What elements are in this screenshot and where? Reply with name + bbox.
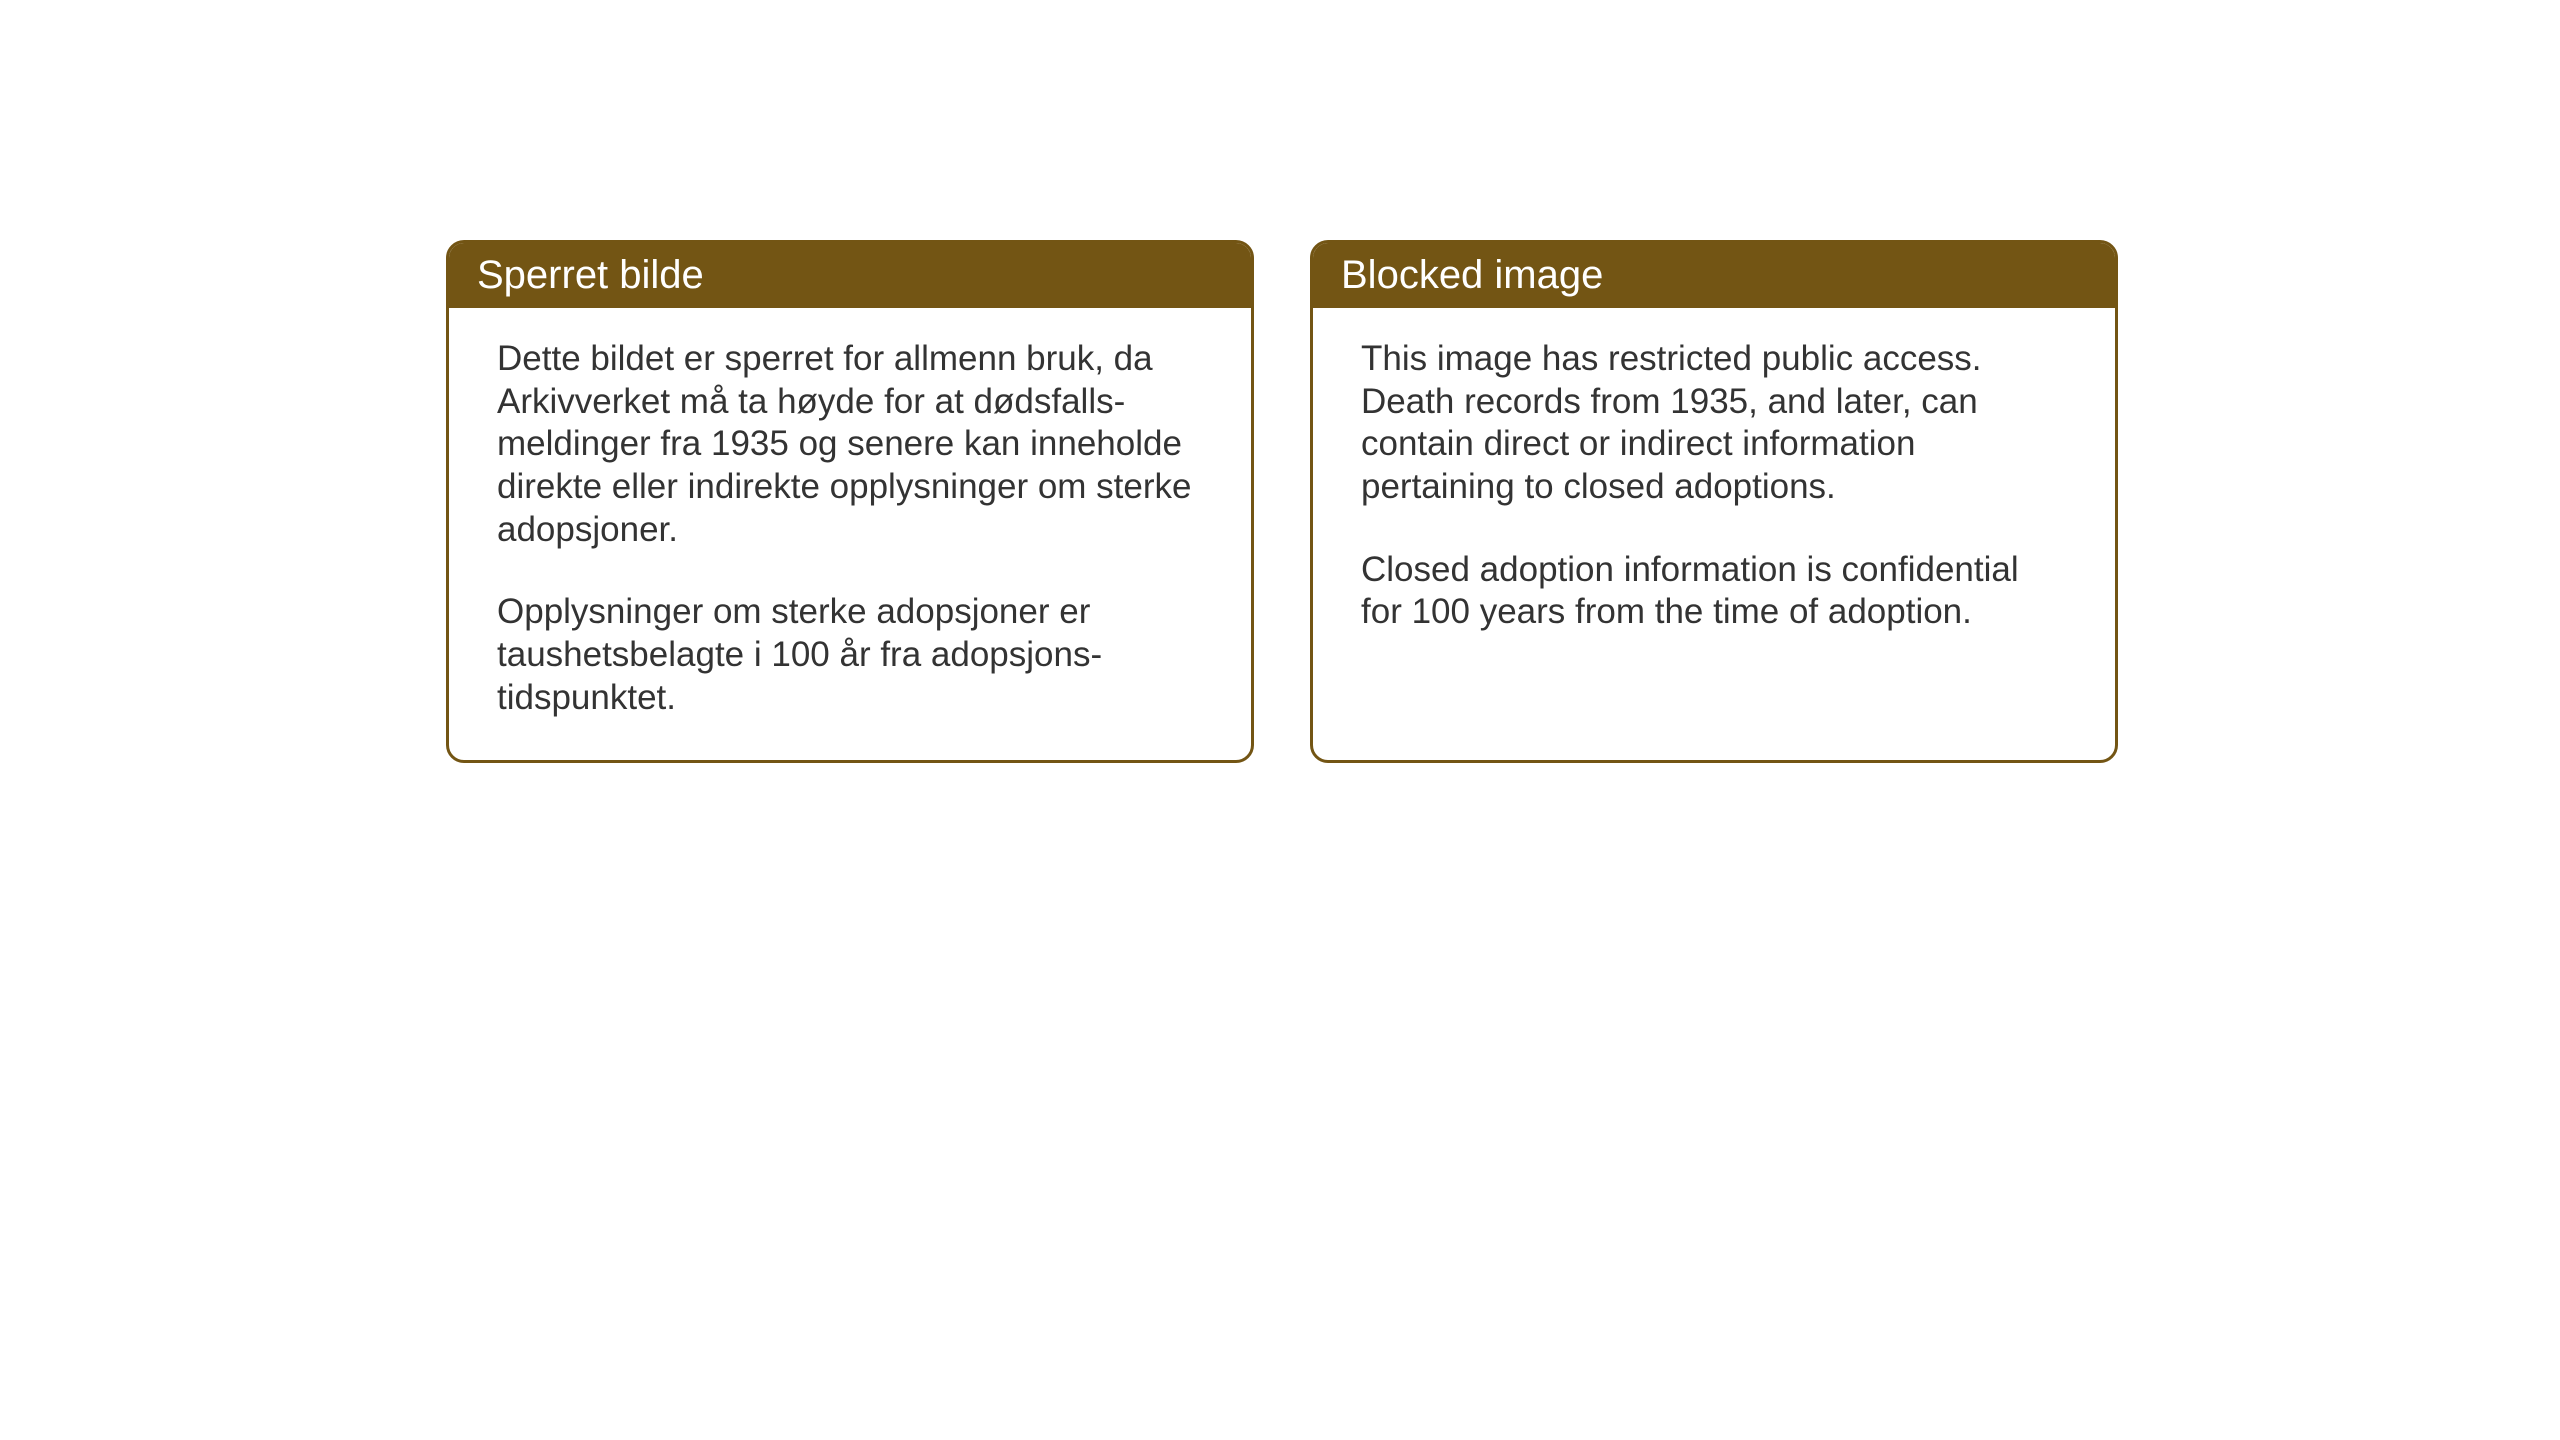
card-header-english: Blocked image: [1313, 243, 2115, 308]
card-paragraph: Closed adoption information is confident…: [1361, 549, 2067, 634]
card-title: Blocked image: [1341, 253, 1603, 297]
card-paragraph: Dette bildet er sperret for allmenn bruk…: [497, 338, 1203, 551]
card-body-norwegian: Dette bildet er sperret for allmenn bruk…: [449, 308, 1251, 760]
card-paragraph: This image has restricted public access.…: [1361, 338, 2067, 509]
notice-card-english: Blocked image This image has restricted …: [1310, 240, 2118, 763]
notice-container: Sperret bilde Dette bildet er sperret fo…: [446, 240, 2118, 763]
card-header-norwegian: Sperret bilde: [449, 243, 1251, 308]
notice-card-norwegian: Sperret bilde Dette bildet er sperret fo…: [446, 240, 1254, 763]
card-title: Sperret bilde: [477, 253, 704, 297]
card-body-english: This image has restricted public access.…: [1313, 308, 2115, 714]
card-paragraph: Opplysninger om sterke adopsjoner er tau…: [497, 591, 1203, 719]
